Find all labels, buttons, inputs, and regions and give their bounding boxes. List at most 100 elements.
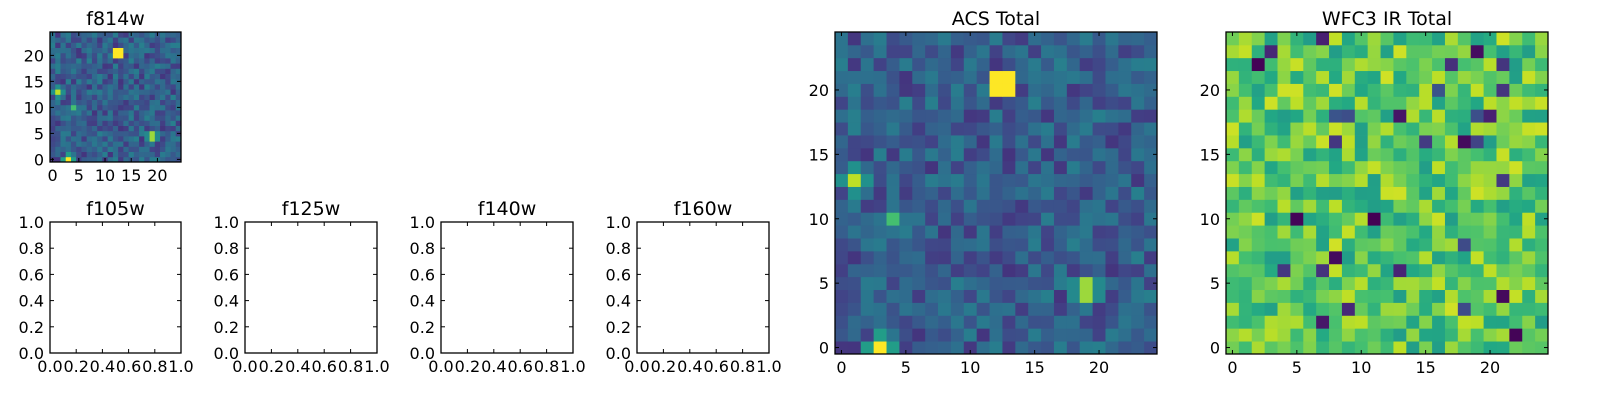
panel-title: f140w bbox=[478, 198, 537, 220]
heatmap-cell bbox=[1522, 173, 1536, 187]
heatmap-cell bbox=[963, 160, 978, 175]
heatmap-cell bbox=[912, 263, 926, 278]
heatmap-cell bbox=[175, 94, 182, 100]
heatmap-cell bbox=[170, 99, 177, 106]
heatmap-cell bbox=[1053, 109, 1068, 123]
heatmap-cell bbox=[123, 47, 129, 54]
heatmap-cell bbox=[1251, 122, 1266, 136]
heatmap-cell bbox=[1277, 70, 1291, 84]
heatmap-cell bbox=[1483, 199, 1497, 213]
heatmap-cell bbox=[1290, 315, 1304, 329]
heatmap-cell bbox=[1238, 250, 1253, 265]
heatmap-cell bbox=[1002, 160, 1016, 175]
heatmap-cell bbox=[1118, 315, 1132, 329]
heatmap-cell bbox=[899, 263, 913, 278]
heatmap-cell bbox=[1432, 44, 1446, 59]
heatmap-cell bbox=[1002, 341, 1016, 355]
heatmap-cell bbox=[873, 186, 887, 200]
y-tick-label: 0.0 bbox=[410, 344, 435, 363]
heatmap-cell bbox=[1470, 250, 1484, 265]
heatmap-cell bbox=[1238, 238, 1253, 252]
heatmap-cell bbox=[107, 89, 114, 95]
heatmap-cell bbox=[1509, 109, 1523, 123]
heatmap-cell bbox=[1444, 70, 1459, 84]
heatmap-cell bbox=[925, 122, 939, 136]
heatmap-cell bbox=[912, 44, 926, 59]
heatmap-cell bbox=[76, 84, 82, 90]
heatmap-cell bbox=[1470, 83, 1484, 97]
heatmap-cell bbox=[1053, 160, 1068, 175]
heatmap-cell bbox=[139, 104, 145, 111]
heatmap-cell bbox=[170, 84, 177, 90]
heatmap-cell bbox=[1002, 83, 1016, 97]
heatmap-cell bbox=[989, 302, 1003, 316]
heatmap-cell bbox=[65, 42, 72, 48]
heatmap-cell bbox=[70, 68, 77, 74]
heatmap-cell bbox=[149, 47, 156, 54]
heatmap-cell bbox=[1406, 44, 1420, 59]
heatmap-cell bbox=[81, 37, 88, 43]
heatmap-cell bbox=[123, 110, 129, 116]
heatmap-cell bbox=[886, 315, 900, 329]
heatmap-cell bbox=[97, 151, 103, 158]
heatmap-cell bbox=[963, 147, 978, 162]
heatmap-cell bbox=[70, 110, 77, 116]
heatmap-cell bbox=[1354, 70, 1369, 84]
heatmap-cell bbox=[1277, 160, 1291, 175]
heatmap-cell bbox=[55, 42, 61, 48]
heatmap-cell bbox=[938, 147, 952, 162]
heatmap-cell bbox=[1483, 263, 1497, 278]
heatmap-cell bbox=[97, 125, 103, 132]
heatmap-cell bbox=[963, 186, 978, 200]
heatmap-cell bbox=[1341, 276, 1356, 290]
heatmap-cell bbox=[81, 125, 88, 132]
heatmap-cell bbox=[1238, 225, 1253, 239]
heatmap-cell bbox=[1444, 147, 1459, 162]
heatmap-cell bbox=[175, 84, 182, 90]
heatmap-cell bbox=[1470, 341, 1484, 355]
heatmap-cell bbox=[1028, 289, 1042, 303]
heatmap-cell bbox=[912, 289, 926, 303]
heatmap-cell bbox=[1105, 109, 1119, 123]
heatmap-cell bbox=[139, 89, 145, 95]
panel-title: WFC3 IR Total bbox=[1322, 8, 1452, 30]
y-tick-label: 0.6 bbox=[606, 265, 631, 284]
heatmap-cell bbox=[1144, 302, 1158, 316]
heatmap-cell bbox=[1380, 96, 1394, 110]
heatmap-cell bbox=[1092, 135, 1106, 149]
heatmap-cell bbox=[847, 238, 862, 252]
heatmap-cell bbox=[1264, 109, 1278, 123]
heatmap-cell bbox=[1393, 328, 1407, 342]
heatmap-cell bbox=[1303, 315, 1317, 329]
heatmap-cell bbox=[950, 328, 965, 342]
heatmap-cell bbox=[925, 212, 939, 226]
heatmap-cell bbox=[1367, 225, 1381, 239]
heatmap-cell bbox=[976, 70, 990, 84]
heatmap-cell bbox=[165, 94, 171, 100]
heatmap-cell bbox=[165, 68, 171, 74]
heatmap-cell bbox=[112, 58, 119, 64]
heatmap-cell bbox=[160, 125, 166, 132]
heatmap-cell bbox=[118, 136, 124, 142]
heatmap-cell bbox=[1066, 276, 1081, 290]
heatmap-cell bbox=[1118, 160, 1132, 175]
heatmap-cell bbox=[1419, 135, 1433, 149]
heatmap-cell bbox=[1535, 315, 1549, 329]
heatmap-cell bbox=[1432, 328, 1446, 342]
heatmap-cell bbox=[1303, 70, 1317, 84]
x-tick-label: 0 bbox=[48, 166, 58, 185]
heatmap-cell bbox=[1470, 32, 1484, 46]
heatmap-cell bbox=[123, 151, 129, 158]
heatmap-cell bbox=[170, 130, 177, 137]
heatmap-cell bbox=[1535, 212, 1549, 226]
heatmap-cell bbox=[1131, 32, 1145, 46]
heatmap-cell bbox=[1419, 263, 1433, 278]
heatmap-cell bbox=[170, 73, 177, 80]
heatmap-cell bbox=[1367, 122, 1381, 136]
heatmap-cell bbox=[1367, 263, 1381, 278]
heatmap-cell bbox=[97, 32, 103, 38]
heatmap-cell bbox=[1496, 263, 1510, 278]
heatmap-cell bbox=[144, 37, 150, 43]
heatmap-cell bbox=[1483, 302, 1497, 316]
heatmap-cell bbox=[1053, 276, 1068, 290]
